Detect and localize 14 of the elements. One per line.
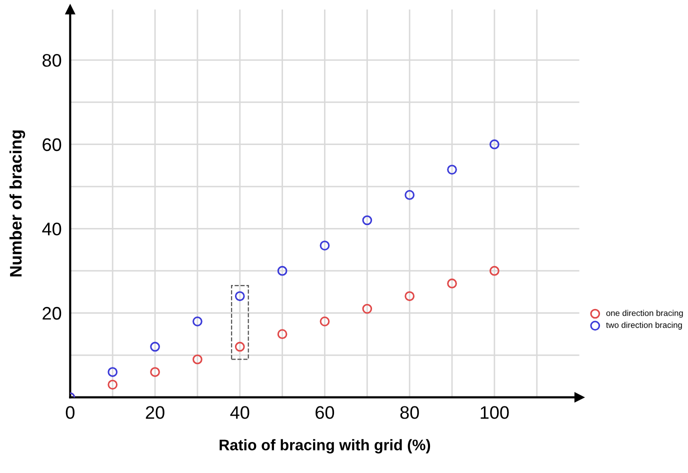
y-axis-title: Number of bracing [9, 130, 26, 276]
y-tick-label: 60 [42, 138, 62, 152]
x-axis-title: Ratio of bracing with grid (%) [220, 439, 430, 454]
x-tick-label: 80 [400, 406, 419, 419]
x-tick-label: 100 [480, 406, 509, 419]
x-tick-label: 40 [230, 406, 250, 419]
x-tick-label: 60 [316, 406, 334, 419]
y-tick-label: 80 [42, 54, 62, 67]
legend-label: two direction bracing [606, 322, 682, 330]
x-tick-label: 0 [66, 406, 74, 419]
x-tick-label: 20 [146, 406, 164, 419]
y-tick-label: 20 [42, 306, 62, 320]
legend-label: one direction bracing [606, 310, 683, 318]
y-tick-label: 40 [42, 222, 62, 236]
